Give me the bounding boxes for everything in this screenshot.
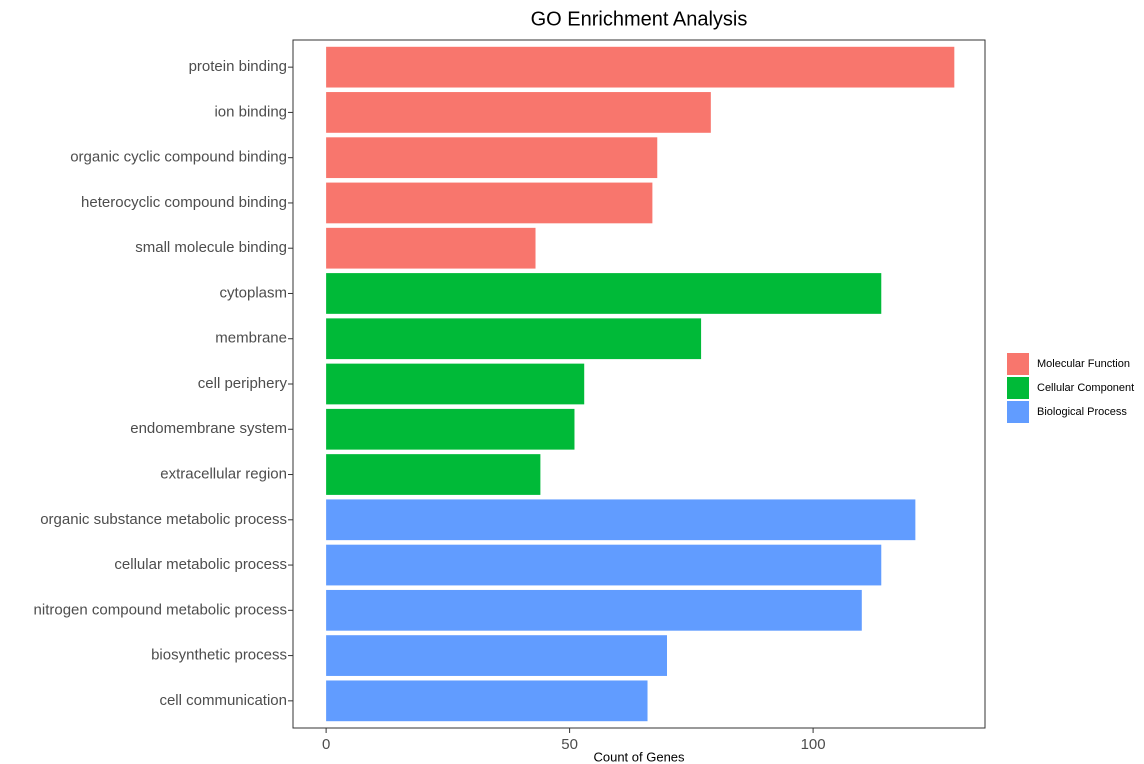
bar (326, 363, 585, 405)
legend-label: Cellular Component (1037, 382, 1134, 394)
bar (326, 137, 658, 179)
y-tick-label: membrane (215, 330, 287, 347)
bar (326, 454, 541, 495)
legend-key (1007, 353, 1029, 375)
y-tick-label: biosynthetic process (151, 647, 287, 664)
legend-label: Biological Process (1037, 406, 1127, 418)
legend-key (1007, 377, 1029, 399)
bar (326, 589, 862, 631)
y-tick-label: small molecule binding (135, 239, 287, 256)
bar (326, 544, 882, 586)
y-tick-label: ion binding (214, 103, 287, 120)
bar (326, 408, 575, 450)
x-tick-label: 0 (322, 736, 330, 753)
x-axis-title: Count of Genes (593, 749, 685, 764)
x-tick-label: 100 (801, 736, 826, 753)
y-tick-label: cell communication (159, 692, 287, 709)
chart-title: GO Enrichment Analysis (531, 8, 748, 30)
y-tick-label: cell periphery (198, 375, 288, 392)
y-tick-label: endomembrane system (130, 420, 287, 437)
bar (326, 92, 711, 133)
legend-label: Molecular Function (1037, 358, 1130, 370)
bar (326, 635, 668, 676)
bar (326, 273, 882, 314)
bar (326, 227, 536, 269)
bar (326, 499, 916, 541)
x-tick-label: 50 (561, 736, 578, 753)
y-tick-label: organic cyclic compound binding (70, 149, 287, 166)
bar (326, 680, 648, 722)
y-tick-label: extracellular region (160, 465, 287, 482)
y-tick-label: protein binding (189, 58, 287, 75)
bar (326, 46, 955, 88)
bar (326, 182, 653, 224)
y-tick-label: nitrogen compound metabolic process (34, 601, 287, 618)
bar (326, 318, 702, 360)
y-tick-label: organic substance metabolic process (40, 511, 287, 528)
y-tick-label: heterocyclic compound binding (81, 194, 287, 211)
y-tick-label: cytoplasm (219, 284, 287, 301)
legend-key (1007, 401, 1029, 423)
y-tick-label: cellular metabolic process (114, 556, 287, 573)
